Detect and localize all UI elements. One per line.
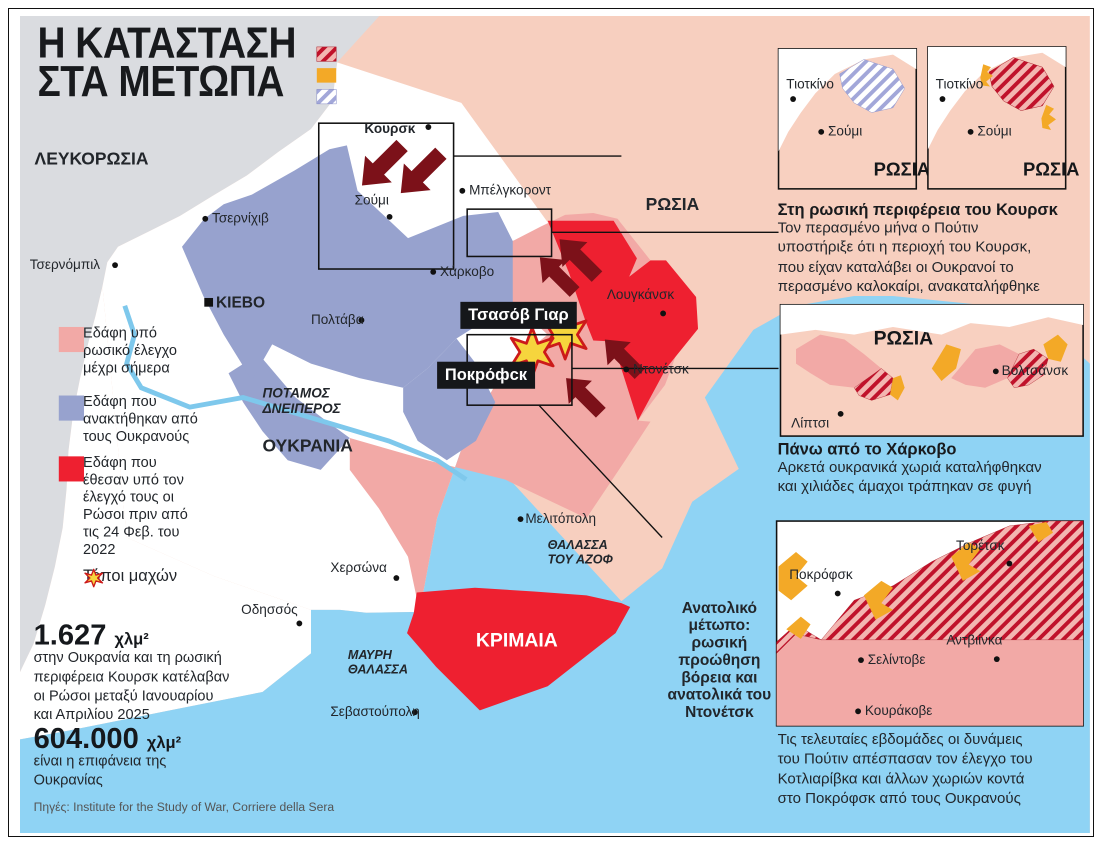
svg-text:ΡΩΣΙΑ: ΡΩΣΙΑ — [1023, 158, 1080, 179]
svg-text:ΡΩΣΙΑ: ΡΩΣΙΑ — [874, 158, 931, 179]
